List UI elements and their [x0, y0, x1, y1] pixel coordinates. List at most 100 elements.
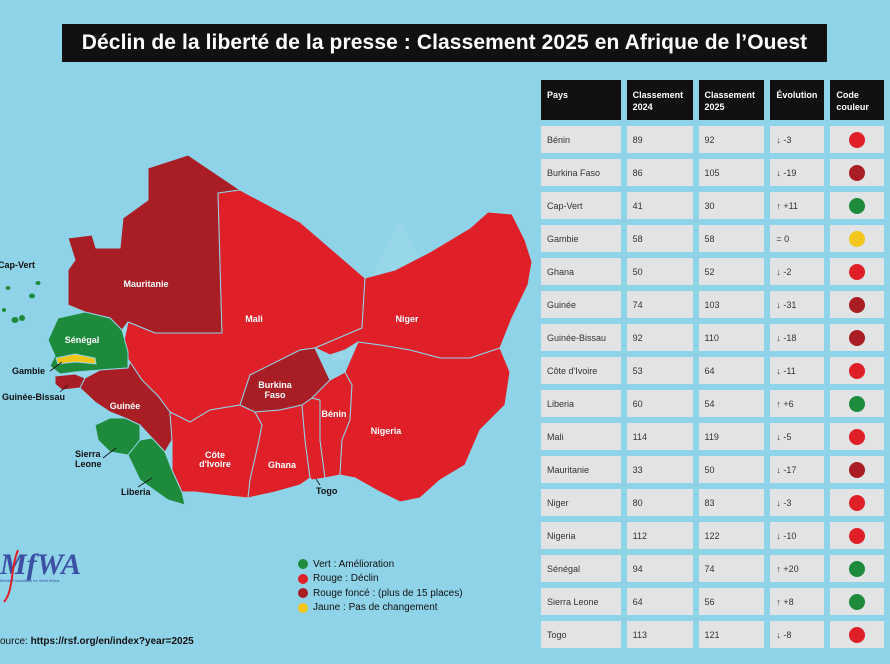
header-evolution: Évolution	[770, 80, 825, 120]
cell-pays: Cap-Vert	[541, 192, 621, 219]
cell-code-couleur	[830, 357, 884, 384]
label-sierra-2: Leone	[75, 459, 102, 469]
cap-vert-islands	[2, 281, 41, 323]
cell-pays: Niger	[541, 489, 621, 516]
color-code-dot	[849, 593, 866, 610]
cell-classement-2024: 64	[626, 588, 693, 615]
cell-evolution: ↓ -31	[770, 291, 825, 318]
color-code-dot	[849, 164, 866, 181]
table-row: Mali 114 119 ↓ -5	[541, 423, 884, 450]
leader-line	[49, 361, 63, 372]
cell-pays: Guinée-Bissau	[541, 324, 621, 351]
table-row: Sénégal 94 74 ↑ +20	[541, 555, 884, 582]
country-nigeria	[339, 341, 511, 503]
cell-classement-2024: 80	[626, 489, 693, 516]
page-title: Déclin de la liberté de la presse : Clas…	[62, 24, 827, 62]
legend-label: Jaune : Pas de changement	[313, 602, 438, 614]
cell-code-couleur	[830, 159, 884, 186]
cell-classement-2024: 86	[626, 159, 693, 186]
legend-label: Rouge : Déclin	[313, 573, 379, 585]
cell-classement-2025: 30	[698, 192, 765, 219]
table-row: Guinée 74 103 ↓ -31	[541, 291, 884, 318]
label-liberia: Liberia	[121, 487, 152, 497]
cell-code-couleur	[830, 423, 884, 450]
cell-classement-2024: 50	[626, 258, 693, 285]
leader-line	[315, 478, 321, 486]
cell-pays: Mali	[541, 423, 621, 450]
island	[11, 317, 19, 323]
color-code-dot	[849, 494, 866, 511]
cell-pays: Mauritanie	[541, 456, 621, 483]
header-pays: Pays	[541, 80, 621, 120]
cell-pays: Togo	[541, 621, 621, 648]
ranking-table: Pays Classement 2024 Classement 2025 Évo…	[535, 74, 890, 654]
mfwa-logo-mark: MfWA Media Foundation for West Africa	[0, 548, 81, 603]
cell-evolution: ↓ -17	[770, 456, 825, 483]
table-row: Mauritanie 33 50 ↓ -17	[541, 456, 884, 483]
cell-classement-2025: 103	[698, 291, 765, 318]
cell-code-couleur	[830, 324, 884, 351]
cell-code-couleur	[830, 621, 884, 648]
cell-evolution: ↑ +8	[770, 588, 825, 615]
color-code-dot	[849, 197, 866, 214]
cell-evolution: ↓ -3	[770, 126, 825, 153]
cell-code-couleur	[830, 291, 884, 318]
cell-code-couleur	[830, 390, 884, 417]
cell-evolution: ↓ -3	[770, 489, 825, 516]
legend-label: Rouge foncé : (plus de 15 places)	[313, 587, 463, 599]
cell-classement-2025: 122	[698, 522, 765, 549]
label-mali: Mali	[245, 314, 263, 324]
color-code-dot	[849, 263, 866, 280]
cell-pays: Côte d'Ivoire	[541, 357, 621, 384]
cell-code-couleur	[830, 555, 884, 582]
cell-classement-2025: 56	[698, 588, 765, 615]
island	[19, 315, 25, 321]
source-url[interactable]: https://rsf.org/en/index?year=2025	[30, 636, 194, 647]
color-code-dot	[849, 527, 866, 544]
label-civ-1: Côte	[205, 450, 225, 460]
island	[5, 286, 11, 290]
header-classement-2025: Classement 2025	[698, 80, 765, 120]
country-ghana	[247, 404, 311, 499]
cell-code-couleur	[830, 456, 884, 483]
table-row: Nigeria 112 122 ↓ -10	[541, 522, 884, 549]
cell-pays: Bénin	[541, 126, 621, 153]
legend-item: Jaune : Pas de changement	[298, 601, 463, 616]
label-guinee: Guinée	[110, 401, 141, 411]
table-row: Guinée-Bissau 92 110 ↓ -18	[541, 324, 884, 351]
table-row: Burkina Faso 86 105 ↓ -19	[541, 159, 884, 186]
legend-item: Vert : Amélioration	[298, 557, 463, 572]
table-row: Niger 80 83 ↓ -3	[541, 489, 884, 516]
label-burkina-1: Burkina	[258, 380, 293, 390]
label-senegal: Sénégal	[65, 335, 100, 345]
cell-classement-2025: 58	[698, 225, 765, 252]
table-row: Gambie 58 58 = 0	[541, 225, 884, 252]
west-africa-map: Cap-Vert Mauritanie Mali Niger Sénégal G…	[0, 154, 533, 506]
cell-classement-2025: 121	[698, 621, 765, 648]
cell-pays: Liberia	[541, 390, 621, 417]
cell-classement-2024: 112	[626, 522, 693, 549]
label-guinee-bissau: Guinée-Bissau	[2, 392, 65, 402]
color-code-dot	[849, 296, 866, 313]
cell-evolution: ↑ +6	[770, 390, 825, 417]
cell-code-couleur	[830, 225, 884, 252]
cell-classement-2025: 74	[698, 555, 765, 582]
table-header-row: Pays Classement 2024 Classement 2025 Évo…	[541, 80, 884, 120]
country-mauritanie	[67, 154, 242, 334]
cell-classement-2024: 33	[626, 456, 693, 483]
cell-code-couleur	[830, 192, 884, 219]
label-sierra-1: Sierra	[75, 449, 102, 459]
legend-item: Rouge foncé : (plus de 15 places)	[298, 586, 463, 601]
cell-pays: Nigeria	[541, 522, 621, 549]
legend: Vert : Amélioration Rouge : Déclin Rouge f…	[298, 557, 463, 615]
cell-pays: Ghana	[541, 258, 621, 285]
cell-pays: Gambie	[541, 225, 621, 252]
cell-classement-2024: 41	[626, 192, 693, 219]
cell-pays: Guinée	[541, 291, 621, 318]
label-ghana: Ghana	[268, 460, 297, 470]
table-row: Togo 113 121 ↓ -8	[541, 621, 884, 648]
country-guinee	[79, 360, 173, 453]
cell-pays: Sénégal	[541, 555, 621, 582]
cell-classement-2024: 53	[626, 357, 693, 384]
cell-evolution: ↓ -10	[770, 522, 825, 549]
